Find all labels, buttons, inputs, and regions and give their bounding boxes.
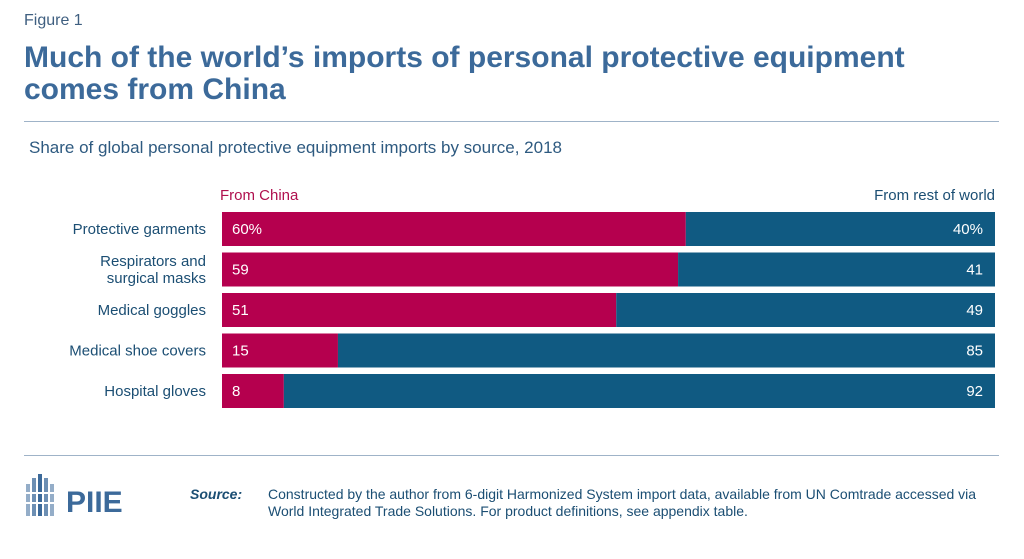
category-label: Hospital gloves <box>104 383 206 400</box>
source-label: Source: <box>190 486 243 502</box>
data-label-rest-of-world: 92 <box>966 383 983 400</box>
top-divider <box>24 121 999 122</box>
data-label-china: 59 <box>232 262 249 279</box>
bar-china <box>222 212 686 246</box>
bar-rest-of-world <box>283 374 996 408</box>
data-label-china: 15 <box>232 343 249 360</box>
data-label-china: 51 <box>232 302 249 319</box>
bar-china <box>222 252 679 287</box>
category-label: Medical shoe covers <box>69 343 206 360</box>
data-label-rest-of-world: 85 <box>966 343 983 360</box>
data-label-rest-of-world: 40% <box>953 221 983 238</box>
category-label: Medical goggles <box>98 302 206 319</box>
bar-rest-of-world <box>678 252 995 287</box>
data-label-rest-of-world: 49 <box>966 302 983 319</box>
data-label-china: 8 <box>232 383 240 400</box>
piie-logo: PIIE <box>24 474 123 519</box>
source-text: Constructed by the author from 6-digit H… <box>268 486 977 519</box>
bottom-divider <box>24 455 999 456</box>
category-label: surgical masks <box>107 270 206 287</box>
bar-rest-of-world <box>685 212 995 246</box>
figure-label: Figure 1 <box>24 12 83 29</box>
series-label-rest-of-world: From rest of world <box>874 187 995 204</box>
bar-rest-of-world <box>337 333 995 368</box>
series-label-china: From China <box>220 187 299 204</box>
chart-subtitle: Share of global personal protective equi… <box>29 138 562 157</box>
data-label-china: 60% <box>232 221 262 238</box>
bar-china <box>222 293 617 327</box>
category-label: Respirators and <box>100 253 206 270</box>
chart-title: Much of the world’s imports of personal … <box>24 41 905 106</box>
logo-wordmark: PIIE <box>66 486 123 519</box>
data-label-rest-of-world: 41 <box>966 262 983 279</box>
bar-rest-of-world <box>616 293 995 327</box>
logo-mark-icon <box>24 474 57 516</box>
bar-china <box>222 374 284 408</box>
category-label: Protective garments <box>73 221 206 238</box>
bar-china <box>222 333 338 368</box>
